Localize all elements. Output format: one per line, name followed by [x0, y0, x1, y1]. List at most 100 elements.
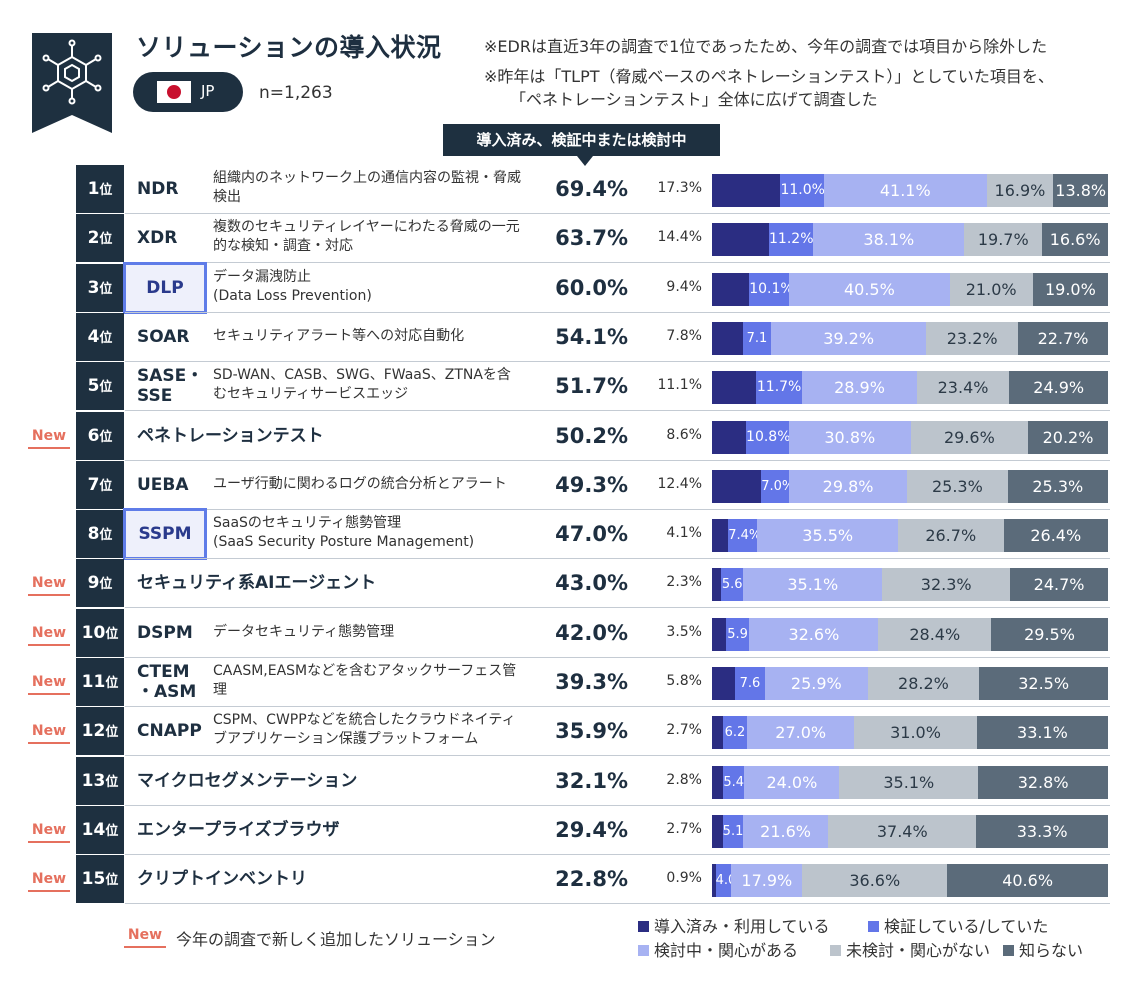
solution-name: SSPM	[123, 508, 207, 561]
total-percentage: 51.7%	[555, 374, 628, 399]
new-badge: New	[28, 575, 70, 597]
rank-number: 4	[87, 326, 100, 347]
adopted-label: 4.1%	[666, 525, 702, 542]
total-percentage: 32.1%	[555, 768, 628, 793]
bar-segment-2: 11.7%	[755, 371, 803, 405]
bar-segment-4: 28.4%	[878, 617, 992, 651]
adopted-label: 2.8%	[666, 771, 702, 788]
stacked-bar: 5.4 24.0% 35.1% 32.8%	[712, 765, 1108, 799]
new-badge: New	[28, 674, 70, 695]
solution-description: CAASM,EASMなどを含むアタックサーフェス管理	[213, 663, 517, 698]
bar-segment-1	[712, 420, 747, 454]
rank-cell: 6位	[76, 411, 124, 460]
bar-segment-4: 19.7%	[964, 223, 1043, 257]
total-percentage: 42.0%	[555, 620, 628, 645]
adopted-label: 8.6%	[666, 426, 702, 443]
chart-row: New 9位 セキュリティ系AIエージェント 43.0% 2.3% 5.6 35.1% 32.…	[0, 559, 1140, 609]
stacked-bar: 7.6 25.9% 28.2% 32.5%	[712, 667, 1108, 700]
stacked-bar: 7.0% 29.8% 25.3% 25.3%	[712, 469, 1108, 503]
bar-segment-2: 5.6	[721, 568, 744, 602]
row-divider	[125, 853, 1110, 855]
new-legend-mark: New	[124, 927, 166, 948]
rank-number: 10	[81, 622, 106, 643]
bar-segment-1	[712, 371, 756, 405]
total-percentage: 29.4%	[555, 817, 628, 842]
bar-segment-1	[712, 814, 723, 848]
row-divider	[125, 508, 1110, 510]
adopted-label: 14.4%	[657, 229, 702, 246]
row-divider	[125, 656, 1110, 658]
bar-segment-3: 35.5%	[757, 519, 898, 553]
stacked-bar: 5.1 21.6% 37.4% 33.3%	[712, 814, 1108, 848]
bar-segment-3: 32.6%	[749, 617, 879, 651]
row-divider	[125, 459, 1110, 461]
bar-segment-3: 41.1%	[823, 174, 987, 207]
chart-row: 7位 UEBA ユーザ行動に関わるログの統合分析とアラート 49.3% 12.4% 7.0…	[0, 460, 1140, 510]
rank-suffix: 位	[99, 478, 113, 494]
legend-item-considering: 検討中・関心がある	[638, 937, 798, 961]
bar-segment-5: 29.5%	[991, 617, 1108, 651]
chart-row: 13位 マイクロセグメンテーション 32.1% 2.8% 5.4 24.0% 35.1% 32…	[0, 756, 1140, 806]
adopted-label: 5.8%	[666, 673, 702, 689]
bar-segment-4: 29.6%	[910, 420, 1028, 454]
bar-segment-4: 31.0%	[854, 716, 977, 750]
bar-segment-5: 40.6%	[947, 864, 1108, 898]
total-percentage: 39.3%	[555, 670, 628, 694]
rank-number: 1	[87, 179, 100, 199]
rank-cell: 10位	[76, 608, 124, 657]
chart-row: 2位 XDR 複数のセキュリティレイヤーにわたる脅威の一元的な検知・調査・対応 63.…	[0, 214, 1140, 264]
rank-cell: 4位	[76, 312, 124, 361]
rank-number: 6	[87, 425, 100, 446]
rank-suffix: 位	[99, 330, 113, 346]
solution-name: マイクロセグメンテーション	[137, 770, 358, 791]
solution-name: DSPM	[137, 622, 193, 643]
adopted-label: 9.4%	[666, 278, 702, 295]
solution-description: データ漏洩防止 (Data Loss Prevention)	[213, 268, 372, 304]
bar-segment-1	[712, 223, 770, 257]
adopted-label: 12.4%	[657, 475, 702, 492]
bar-segment-1	[712, 765, 724, 799]
bar-segment-2: 7.1	[742, 321, 771, 355]
adopted-label: 2.3%	[666, 574, 702, 591]
total-percentage: 60.0%	[555, 275, 628, 300]
bar-segment-3: 30.8%	[788, 420, 911, 454]
rank-number: 14	[81, 819, 106, 840]
rank-cell: 13位	[76, 756, 124, 805]
bar-segment-5: 16.6%	[1042, 223, 1108, 257]
rank-number: 9	[87, 573, 100, 594]
total-callout: 導入済み、検証中または検討中	[443, 124, 720, 156]
country-pill: JP	[133, 72, 243, 112]
solution-name: SOAR	[137, 326, 190, 347]
chart-row: 3位 DLP データ漏洩防止 (Data Loss Prevention) 60.0%…	[0, 261, 1140, 314]
bar-segment-2: 7.6	[734, 667, 766, 700]
bar-segment-4: 16.9%	[986, 174, 1054, 207]
rank-suffix: 位	[99, 281, 113, 297]
bar-segment-4: 23.4%	[916, 371, 1010, 405]
bar-segment-3: 25.9%	[765, 667, 868, 700]
bar-segment-4: 36.6%	[802, 864, 948, 898]
rank-number: 13	[81, 770, 106, 791]
total-percentage: 43.0%	[555, 571, 628, 596]
stacked-bar: 7.1 39.2% 23.2% 22.7%	[712, 321, 1108, 355]
bar-segment-5: 13.8%	[1053, 174, 1108, 207]
rank-cell: 5位	[76, 362, 124, 411]
adopted-label: 3.5%	[666, 623, 702, 640]
total-percentage: 63.7%	[555, 226, 628, 251]
total-percentage: 49.3%	[555, 472, 628, 497]
bar-segment-4: 35.1%	[839, 765, 979, 799]
legend-item-verifying: 検証している/していた	[868, 913, 1048, 937]
new-badge: New	[28, 822, 70, 843]
rank-number: 12	[81, 721, 106, 742]
rank-suffix: 位	[105, 873, 119, 889]
new-badge: New	[28, 428, 70, 449]
bar-segment-3: 39.2%	[771, 321, 927, 355]
total-percentage: 47.0%	[555, 522, 628, 547]
chart-row: 1位 NDR 組織内のネットワーク上の通信内容の監視・脅威検出 69.4% 17.3% 1…	[0, 165, 1140, 214]
bar-segment-1	[712, 321, 743, 355]
stacked-bar: 11.7% 28.9% 23.4% 24.9%	[712, 371, 1108, 405]
rank-suffix: 位	[99, 380, 113, 396]
bar-segment-5: 33.3%	[976, 814, 1108, 848]
legend-item-unknown: 知らない	[1003, 937, 1083, 961]
stacked-bar: 5.6 35.1% 32.3% 24.7%	[712, 568, 1108, 602]
rank-cell: 7位	[76, 460, 124, 509]
